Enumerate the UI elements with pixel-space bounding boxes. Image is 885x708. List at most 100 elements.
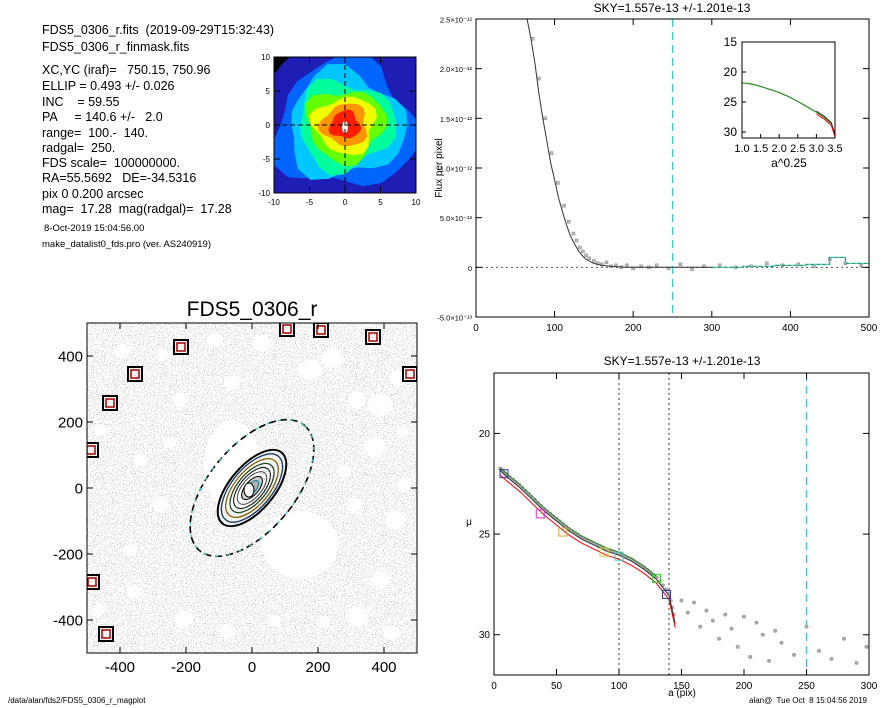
flux-point [549, 151, 554, 155]
y-tick-label: 5.0×10⁻¹³ [440, 214, 473, 223]
info-line: pix 0 0.200 arcsec [42, 187, 144, 201]
mu-profile-panel: SKY=1.557e-13 +/-1.201e-13 μ a (pix) 0 50… [466, 354, 878, 699]
x-tick-label: 200 [305, 659, 330, 676]
mask-box [368, 332, 378, 342]
inset-panel: 1.0 1.5 2.0 2.5 3.0 3.5 15 20 25 30 a^0.25 [724, 35, 843, 170]
mask-box [316, 325, 326, 335]
x-tick-label: 150 [673, 681, 690, 692]
flux-point [600, 262, 604, 267]
y-tick-label: 0 [468, 264, 472, 273]
inset-x-tick-label: 2.0 [772, 143, 787, 155]
footer-stamp: alan@ Tue Oct 8 15:04:56 2019 [749, 696, 867, 705]
mask-box [98, 626, 114, 642]
y-tick-label: 10 [261, 53, 270, 62]
x-tick-label: 300 [861, 681, 878, 692]
mu-point [698, 624, 703, 629]
x-tick-label: 0 [473, 323, 479, 334]
y-tick-label: 0 [75, 480, 83, 497]
mask-hole [114, 345, 130, 359]
mu-black-profile [499, 470, 676, 624]
inset-y-tick-label: 20 [724, 65, 738, 79]
mu-frame [493, 372, 870, 676]
thumbnail-panel: -10 -5 0 5 10 -10 -5 0 5 10 [258, 53, 421, 207]
y-tick-label: 2.5×10⁻¹² [440, 16, 473, 25]
galaxy-map-title: FDS5_0306_r [187, 298, 318, 321]
mask-hole [207, 333, 223, 347]
mask-box [87, 577, 97, 587]
mu-marker [614, 551, 624, 561]
y-tick-label: 1.5×10⁻¹² [440, 115, 473, 124]
outer-ellipse-accent [189, 419, 315, 557]
mu-point [748, 654, 753, 659]
mu-point [710, 618, 715, 623]
x-tick-label: 200 [736, 681, 753, 692]
info-line: FDS5_0306_r.fits (2019-09-29T15:32:43) [42, 23, 275, 37]
x-tick-label: -400 [105, 659, 135, 676]
flux-point [584, 253, 588, 258]
flux-point [587, 256, 591, 261]
galaxy-map-panel: FDS5_0306_r -400 -200 0 200 400 -400 -200 0 200 4… [53, 298, 418, 676]
isophote [229, 462, 275, 514]
mask-hole [127, 585, 141, 599]
x-tick-label: -200 [171, 659, 201, 676]
mask-box [173, 339, 189, 355]
inset-x-tick-label: 3.0 [809, 143, 824, 155]
mu-point [864, 644, 869, 649]
mask-hole [347, 607, 367, 627]
x-tick-label: 250 [798, 681, 815, 692]
info-line: FDS scale= 100000000. [42, 156, 180, 170]
info-date: 8-Oct-2019 15:04:56.00 [44, 223, 145, 234]
mask-hole [316, 616, 330, 628]
flux-point [592, 259, 596, 263]
inset-x-tick-label: 1.5 [753, 143, 768, 155]
mu-marker [535, 509, 545, 519]
info-program: make_datalist0_fds.pro (ver. AS240919) [42, 239, 211, 250]
footer-path: /data/alan/fds2/FDS5_0306_r_magplot [8, 696, 146, 705]
mask-hole [220, 624, 236, 638]
mu-point [792, 652, 797, 657]
mask-hole [321, 349, 343, 367]
x-tick-label: 50 [551, 681, 563, 692]
inset-frame [741, 41, 836, 139]
sky-step-accent [711, 256, 869, 268]
mask-box [101, 629, 111, 639]
flux-point [765, 261, 769, 266]
y-tick-label: -10 [258, 189, 270, 198]
mask-hole [346, 498, 362, 512]
mu-point [779, 640, 784, 645]
x-tick-label: -5 [306, 198, 314, 207]
mask-hole [337, 466, 351, 478]
mu-marker [558, 527, 568, 537]
mask-box [102, 395, 118, 411]
flux-point [604, 260, 609, 265]
x-tick-label: 0 [248, 659, 256, 676]
mask-box [87, 574, 100, 590]
inset-black [816, 110, 835, 134]
mu-point [842, 636, 847, 641]
inset-x-tick-label: 3.5 [827, 143, 842, 155]
inset-y-tick-label: 25 [724, 95, 738, 109]
y-tick-label: -5.0×10⁻¹³ [437, 314, 472, 323]
mask-box [105, 398, 115, 408]
info-line: range= 100.- 140. [42, 126, 148, 140]
isophote [225, 458, 279, 518]
mu-marker [652, 573, 661, 583]
x-tick-label: 0 [343, 198, 348, 207]
mu-point [773, 628, 778, 633]
flux-point [543, 116, 547, 121]
y-tick-label: 1.0×10⁻¹² [440, 165, 473, 174]
flux-point [581, 249, 585, 254]
mu-point [685, 610, 690, 615]
inset-model [742, 82, 835, 136]
mu-point [704, 608, 709, 613]
mu-green-profile [499, 467, 657, 577]
x-tick-label: 400 [782, 323, 799, 334]
mu-point [817, 648, 822, 653]
mu-point [804, 624, 809, 629]
info-line: RA=55.5692 DE=-34.5316 [42, 171, 197, 185]
mask-hole [175, 611, 193, 627]
mask-box [279, 323, 295, 337]
mu-red-profile [499, 474, 676, 628]
flux-point [655, 263, 659, 268]
